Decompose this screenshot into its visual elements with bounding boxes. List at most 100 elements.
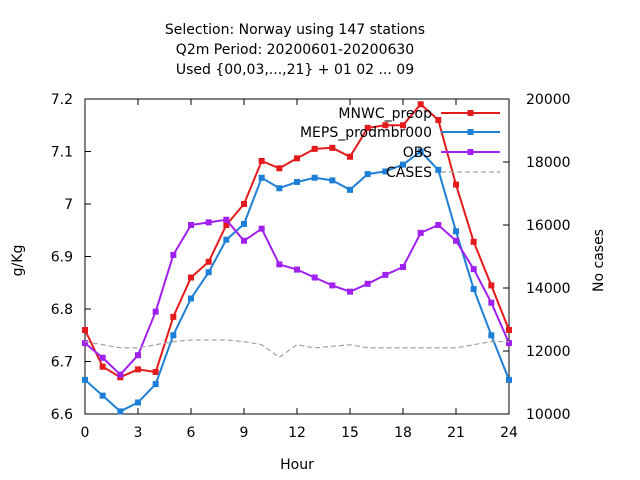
data-point	[99, 392, 106, 399]
data-point	[99, 354, 106, 361]
chart-title-line-3: Used {00,03,...,21} + 01 02 ... 09	[175, 62, 415, 78]
legend-marker	[467, 110, 474, 116]
data-point	[435, 117, 442, 123]
data-point	[99, 363, 106, 370]
data-point	[506, 340, 512, 347]
legend-label-mnwc_preop: MNWC_preop	[338, 106, 432, 122]
data-point	[435, 222, 442, 228]
data-point	[241, 201, 247, 207]
x-tick-label: 21	[447, 425, 465, 441]
x-tick-label: 12	[288, 425, 306, 441]
x-tick-label: 15	[341, 425, 359, 441]
series-line-mnwc_preop	[84, 102, 510, 379]
data-point	[135, 366, 141, 373]
data-point	[188, 274, 194, 281]
legend-marker	[467, 129, 474, 135]
data-point	[152, 369, 159, 375]
y-tick-label: 7	[64, 197, 73, 213]
data-point	[417, 148, 424, 155]
series-line-cases	[84, 339, 509, 359]
data-point	[170, 332, 177, 339]
data-point	[276, 261, 283, 268]
data-point	[294, 266, 300, 273]
x-tick-label: 18	[394, 425, 412, 441]
data-point	[453, 181, 459, 188]
data-point	[347, 288, 353, 295]
y-tick-label: 7.1	[51, 145, 73, 161]
data-point	[364, 171, 371, 178]
series-line-obs	[84, 218, 510, 377]
x-axis-label: Hour	[280, 457, 314, 473]
data-point	[188, 222, 194, 228]
data-point	[364, 124, 371, 131]
data-point	[223, 216, 230, 223]
data-point	[329, 177, 336, 184]
series-line-meps_prodmbr000	[84, 150, 510, 413]
data-point	[329, 144, 336, 151]
data-point	[82, 327, 88, 333]
x-tick-label: 0	[81, 425, 90, 441]
data-point	[488, 332, 495, 339]
legend-label-obs: OBS	[403, 145, 432, 161]
data-point	[258, 157, 265, 164]
data-point	[347, 186, 353, 193]
x-tick-label: 24	[500, 425, 518, 441]
data-point	[364, 280, 371, 287]
data-point	[400, 161, 406, 168]
data-point	[453, 237, 459, 244]
data-point	[470, 238, 477, 245]
y2-tick-label: 10000	[526, 407, 571, 423]
data-point	[417, 229, 424, 236]
data-point	[470, 286, 477, 293]
data-point	[258, 174, 265, 181]
data-point	[152, 308, 159, 315]
y-axis-label: g/Kg	[10, 245, 26, 277]
data-point	[453, 228, 459, 235]
data-point	[506, 327, 512, 333]
data-point	[117, 408, 124, 415]
data-point	[135, 352, 141, 359]
data-point	[170, 251, 177, 258]
y2-tick-label: 14000	[526, 281, 571, 297]
y-tick-label: 6.6	[51, 407, 73, 423]
legend-label-meps_prodmbr000: MEPS_prodmbr000	[300, 125, 432, 141]
y-tick-label: 6.9	[51, 250, 73, 266]
data-point	[435, 166, 442, 173]
data-point	[311, 274, 318, 281]
y2-axis-label: No cases	[591, 229, 607, 292]
x-tick-label: 9	[240, 425, 249, 441]
data-point	[170, 313, 177, 320]
data-point	[400, 264, 406, 270]
data-point	[311, 174, 318, 181]
chart-title-line-1: Selection: Norway using 147 stations	[164, 22, 426, 38]
data-point	[258, 225, 265, 232]
data-point	[488, 282, 495, 289]
y-tick-label: 6.7	[51, 355, 73, 371]
data-point	[241, 220, 247, 227]
y2-tick-label: 20000	[526, 92, 571, 108]
data-point	[82, 376, 88, 383]
y-tick-label: 6.8	[51, 302, 73, 318]
legend-label-cases: CASES	[386, 165, 432, 181]
data-point	[241, 237, 247, 244]
data-point	[329, 282, 336, 289]
data-point	[382, 271, 389, 278]
data-point	[135, 399, 141, 406]
data-point	[276, 165, 283, 172]
data-point	[294, 155, 300, 162]
data-point	[152, 381, 159, 388]
data-point	[188, 295, 194, 302]
data-point	[223, 222, 230, 228]
data-point	[205, 258, 212, 265]
data-point	[223, 236, 230, 243]
x-tick-label: 6	[187, 425, 196, 441]
y2-tick-label: 18000	[526, 155, 571, 171]
x-tick-label: 3	[134, 425, 143, 441]
data-point	[382, 168, 389, 175]
y-tick-label: 7.2	[51, 92, 73, 108]
data-point	[417, 101, 424, 108]
y2-tick-label: 16000	[526, 218, 571, 234]
data-point	[117, 371, 124, 378]
data-point	[347, 153, 353, 160]
